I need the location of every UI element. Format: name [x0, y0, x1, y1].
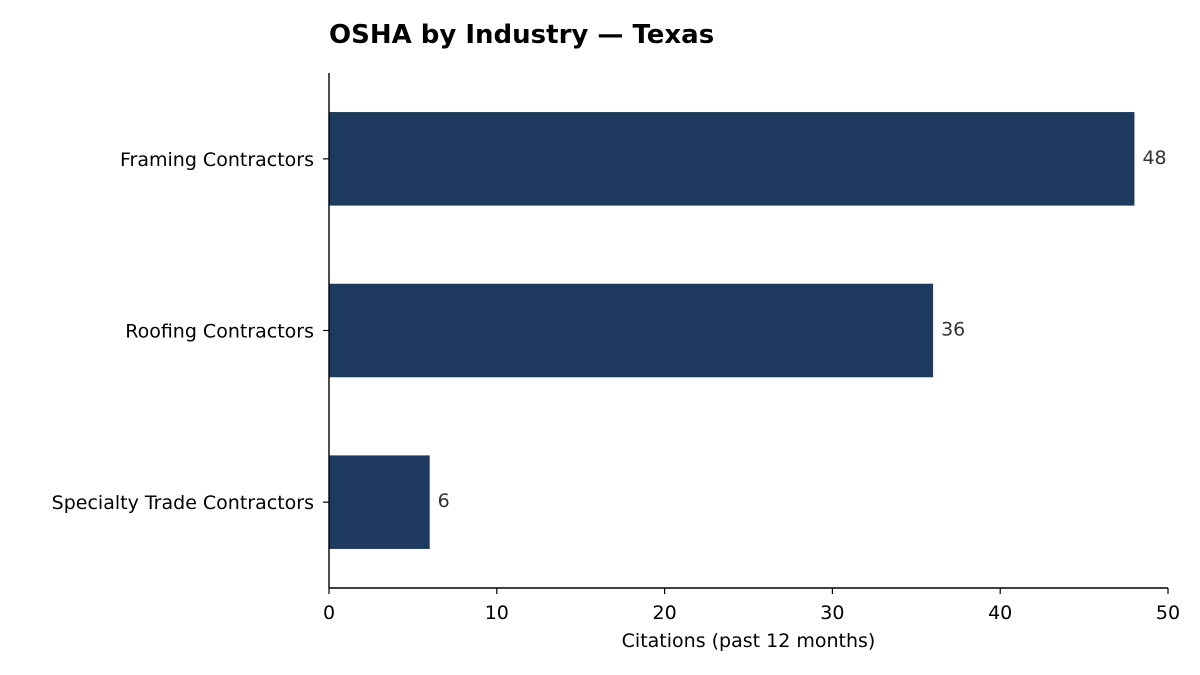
category-labels: Framing Contractors Roofing Contractors Sp…	[52, 149, 329, 514]
category-label-0: Framing Contractors	[120, 149, 314, 171]
value-label-0: 48	[1142, 147, 1166, 169]
x-tick-label-0: 0	[323, 602, 335, 624]
bar-0	[329, 112, 1135, 206]
value-label-2: 6	[438, 490, 450, 512]
bars-group: 48 36 6	[329, 112, 1167, 549]
value-label-1: 36	[941, 319, 965, 341]
bar-1	[329, 283, 934, 378]
x-tick-label-2: 20	[653, 602, 677, 624]
category-label-2: Specialty Trade Contractors	[52, 492, 314, 514]
bar-2	[329, 455, 430, 549]
x-axis-label: Citations (past 12 months)	[622, 630, 876, 652]
x-tick-label-1: 10	[485, 602, 509, 624]
x-tick-label-3: 30	[820, 602, 844, 624]
chart-title: OSHA by Industry — Texas	[329, 20, 714, 50]
x-tick-label-5: 50	[1156, 602, 1180, 624]
category-label-1: Roofing Contractors	[125, 321, 314, 343]
x-tick-label-4: 40	[988, 602, 1012, 624]
x-axis-ticks: 0 10 20 30 40 50	[323, 588, 1180, 624]
